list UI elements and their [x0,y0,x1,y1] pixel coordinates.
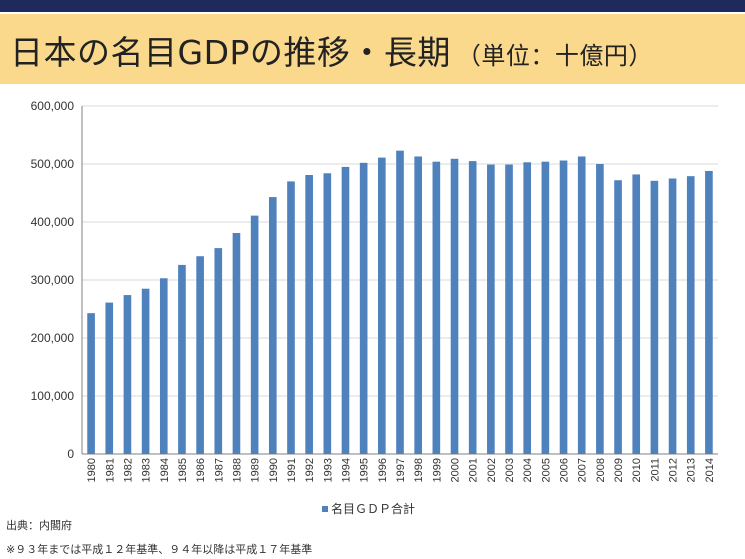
bar-2010 [632,174,641,454]
x-tick-label: 2008 [595,458,607,482]
bar-1981 [105,302,114,454]
y-tick-label: 100,000 [31,389,75,403]
y-tick-label: 500,000 [31,157,75,171]
bar-1996 [378,157,386,454]
bar-2008 [596,164,604,454]
legend-label: 名目ＧＤＰ合計 [331,501,415,516]
bar-2011 [650,180,659,454]
x-tick-label: 2012 [668,458,680,482]
x-tick-label: 1980 [86,458,98,482]
x-tick-label: 1982 [122,458,134,482]
bar-1980 [87,313,95,454]
x-tick-label: 1986 [195,458,207,482]
x-tick-label: 2011 [649,458,661,482]
x-tick-label: 1988 [231,458,243,482]
x-tick-label: 1992 [304,458,316,482]
x-tick-label: 2009 [613,458,625,482]
y-tick-label: 400,000 [31,215,75,229]
bar-2013 [686,176,695,454]
bar-1994 [341,166,350,454]
bar-1991 [287,181,295,454]
bar-1997 [396,150,404,454]
x-tick-label: 1990 [268,458,280,482]
x-tick-label: 2004 [522,458,534,482]
bar-2001 [468,161,477,454]
y-tick-label: 0 [67,447,74,461]
bar-1999 [432,161,441,454]
page-title-text: 日本の名目GDPの推移・長期 [10,33,451,72]
x-tick-label: 1993 [322,458,334,482]
bar-1995 [359,162,368,454]
bar-1993 [323,173,332,454]
x-tick-label: 1983 [141,458,153,482]
top-accent-bar [0,0,745,12]
x-tick-label: 1989 [250,458,262,482]
bar-2009 [614,180,622,454]
title-band [0,14,745,84]
x-tick-label: 1996 [377,458,389,482]
page-title-unit: （単位：十億円） [456,42,653,70]
x-tick-label: 1991 [286,458,298,482]
bar-2003 [505,164,513,454]
bar-1989 [250,215,259,454]
bar-1986 [196,256,204,454]
bar-2014 [705,170,713,454]
x-tick-label: 1995 [359,458,371,482]
gdp-bar-chart: 0 100,000 200,000 300,000 400,000 500,000 600,… [31,99,718,516]
x-tick-label: 1999 [431,458,443,482]
bar-1990 [268,197,277,454]
bar-1985 [178,264,186,454]
source-note: 出典：内閣府 [6,519,72,532]
x-tick-label: 1998 [413,458,425,482]
bar-1987 [214,248,223,454]
bar-1982 [123,295,132,454]
bar-1988 [232,233,241,454]
x-tick-label: 2003 [504,458,516,482]
x-tick-label: 1984 [159,458,171,482]
x-tick-label: 2002 [486,458,498,482]
footnote: ※９３年までは平成１２年基準、９４年以降は平成１７年基準 [6,543,313,556]
x-tick-label: 1997 [395,458,407,482]
bar-2007 [577,156,586,454]
bar-1998 [414,156,422,454]
x-tick-label: 1987 [213,458,225,482]
x-tick-label: 2000 [450,458,462,482]
y-tick-label: 200,000 [31,331,75,345]
y-tick-label: 300,000 [31,273,75,287]
x-tick-label: 1981 [104,458,116,482]
x-tick-label: 2010 [631,458,643,482]
x-tick-label: 1985 [177,458,189,482]
y-tick-label: 600,000 [31,99,75,113]
x-tick-label: 2001 [468,458,480,482]
x-tick-label: 2006 [559,458,571,482]
x-tick-label: 2014 [704,458,716,482]
bar-2005 [541,161,550,454]
bar-1984 [159,278,168,454]
bar-2004 [523,162,532,454]
x-tick-label: 2013 [686,458,698,482]
bar-2000 [450,158,459,454]
page-title: 日本の名目GDPの推移・長期 （単位：十億円） [10,26,653,74]
bar-1992 [305,175,313,454]
x-tick-label: 2005 [540,458,552,482]
bar-1983 [141,288,150,454]
x-tick-label: 1994 [340,458,352,482]
bar-2002 [487,164,495,454]
legend-swatch [322,506,328,512]
x-tick-label: 2007 [577,458,589,482]
bar-2012 [668,178,677,454]
bar-2006 [559,160,568,454]
